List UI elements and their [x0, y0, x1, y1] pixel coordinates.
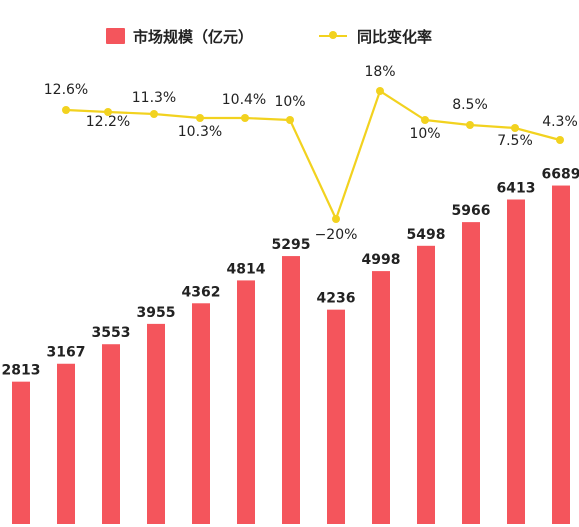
legend-bar-swatch	[106, 28, 125, 44]
bar-value-label-4: 4362	[182, 284, 221, 300]
bar-12	[552, 185, 570, 524]
legend-item-yoy-change: 同比变化率	[319, 22, 432, 50]
bar-value-label-3: 3955	[137, 305, 176, 321]
bar-value-label-0: 2813	[2, 363, 41, 379]
bar-1	[57, 363, 75, 524]
line-group	[62, 87, 564, 223]
line-point-8	[421, 116, 429, 124]
line-point-3	[196, 114, 204, 122]
line-labels-group: 12.6% 12.2%11.3% 10.3%10.4% 10% −20% 18% 10% 8.…	[44, 64, 578, 243]
bar-7	[327, 309, 345, 524]
bars-group	[12, 185, 570, 524]
line-value-label-1: 12.2%	[86, 114, 130, 130]
bar-4	[192, 303, 210, 524]
line-value-label-8: 10%	[409, 126, 440, 142]
line-value-label-7: 18%	[364, 64, 395, 80]
bar-value-label-2: 3553	[92, 325, 131, 341]
bar-11	[507, 199, 525, 524]
bar-value-label-9: 5498	[407, 227, 446, 243]
bar-9	[417, 245, 435, 524]
bar-0	[12, 381, 30, 524]
line-point-10	[511, 124, 519, 132]
bar-6	[282, 256, 300, 524]
bar-value-label-12: 6689	[542, 167, 579, 183]
line-value-label-4: 10.4%	[222, 92, 266, 108]
bar-2	[102, 344, 120, 524]
line-value-label-10: 7.5%	[497, 133, 533, 149]
line-point-5	[286, 116, 294, 124]
bar-5	[237, 280, 255, 524]
legend-market-size-label: 市场规模（亿元）	[133, 27, 254, 46]
line-value-label-6: −20%	[315, 227, 358, 243]
bar-3	[147, 323, 165, 524]
bar-labels-group: 2813 3167 3553 3955 4362 4814 5295 4236 4998 5498…	[2, 167, 579, 379]
line-point-9	[466, 121, 474, 129]
line-point-2	[150, 110, 158, 118]
line-value-label-5: 10%	[274, 94, 305, 110]
bar-value-label-5: 4814	[227, 261, 266, 277]
bar-value-label-11: 6413	[497, 181, 536, 197]
legend: 市场规模（亿元） 同比变化率	[0, 22, 579, 50]
line-value-label-11: 4.3%	[542, 114, 578, 130]
line-value-label-9: 8.5%	[452, 97, 488, 113]
line-point-4	[241, 114, 249, 122]
line-value-label-2: 11.3%	[132, 90, 176, 106]
line-point-7	[376, 87, 384, 95]
bar-value-label-1: 3167	[47, 345, 86, 361]
legend-yoy-change-label: 同比变化率	[357, 27, 433, 46]
bar-8	[372, 271, 390, 524]
bar-value-label-10: 5966	[452, 203, 491, 219]
line-point-11	[556, 136, 564, 144]
legend-line-swatch	[319, 31, 347, 39]
line-value-label-0: 12.6%	[44, 82, 88, 98]
line-point-0	[62, 106, 70, 114]
line-point-1	[104, 108, 112, 116]
bar-10	[462, 222, 480, 524]
yoy-change-line	[65, 89, 561, 221]
legend-item-market-size: 市场规模（亿元）	[106, 22, 253, 50]
bar-value-label-6: 5295	[272, 237, 311, 253]
line-value-label-3: 10.3%	[178, 124, 222, 140]
bar-value-label-8: 4998	[362, 252, 401, 268]
bar-value-label-7: 4236	[317, 291, 356, 307]
line-point-6	[332, 215, 340, 223]
